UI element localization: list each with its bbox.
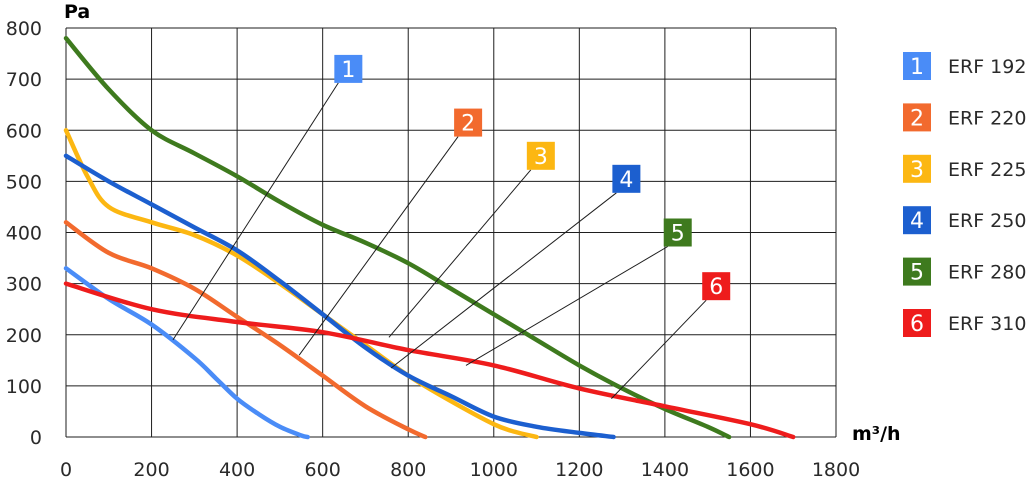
badge-number-3: 3 <box>534 145 548 170</box>
x-tick-label: 1800 <box>812 459 860 481</box>
series-line-6 <box>63 281 796 440</box>
legend-item-1: 1 ERF 192 <box>903 52 1026 80</box>
series-line-4 <box>63 153 616 440</box>
series-line-1 <box>63 266 310 440</box>
legend-number: 2 <box>910 106 924 131</box>
badge-3 <box>526 141 555 170</box>
legend-number: 3 <box>910 158 924 183</box>
legend-number: 6 <box>910 312 924 337</box>
leader-line-1 <box>172 82 339 341</box>
x-tick-label: 200 <box>133 459 169 481</box>
badge-4 <box>612 164 641 193</box>
badge-number-2: 2 <box>461 112 475 137</box>
legend-swatch <box>903 154 931 183</box>
y-tick-label: 700 <box>6 69 42 91</box>
leader-line-4 <box>390 192 617 369</box>
badge-6 <box>702 272 731 301</box>
badge-number-6: 6 <box>709 275 723 300</box>
legend-number: 5 <box>910 261 924 286</box>
legend-label: ERF 220 <box>948 107 1026 129</box>
badge-number-4: 4 <box>619 168 633 193</box>
x-tick-label: 0 <box>60 459 72 481</box>
y-tick-label: 0 <box>30 427 42 449</box>
legend-number: 1 <box>910 55 924 80</box>
y-tick-label: 200 <box>6 325 42 347</box>
leader-line-5 <box>465 246 668 366</box>
chart-curves <box>63 35 796 440</box>
y-axis-label: Pa <box>64 1 90 23</box>
legend-item-2: 2 ERF 220 <box>903 103 1026 132</box>
x-tick-label: 1400 <box>641 459 689 481</box>
legend-swatch <box>903 257 931 286</box>
legend-swatch <box>903 103 931 132</box>
legend-label: ERF 192 <box>948 56 1026 78</box>
x-tick-label: 400 <box>219 459 255 481</box>
badge-number-1: 1 <box>341 58 355 83</box>
leader-line-2 <box>298 136 459 356</box>
curve-leader-lines <box>172 82 707 400</box>
badge-5 <box>663 218 692 247</box>
leader-line-3 <box>388 169 532 338</box>
legend-label: ERF 280 <box>948 262 1026 284</box>
legend-swatch <box>903 52 931 80</box>
series-line-5 <box>63 35 732 440</box>
legend-label: ERF 310 <box>948 313 1026 335</box>
y-tick-label: 300 <box>6 274 42 296</box>
y-axis-ticks: 0 100 200 300 400 500 600 700 800 <box>6 18 42 449</box>
x-axis-label: m³/h <box>852 423 901 445</box>
series-line-2 <box>63 220 428 440</box>
legend-item-5: 5 ERF 280 <box>903 257 1026 286</box>
legend-swatch <box>903 206 931 235</box>
x-tick-label: 600 <box>305 459 341 481</box>
y-tick-label: 400 <box>6 223 42 245</box>
y-tick-label: 600 <box>6 120 42 142</box>
x-tick-label: 800 <box>390 459 426 481</box>
legend-swatch <box>903 309 931 337</box>
y-tick-label: 800 <box>6 18 42 40</box>
legend-item-6: 6 ERF 310 <box>903 309 1026 337</box>
badge-number-5: 5 <box>671 222 685 247</box>
leader-line-6 <box>611 299 707 400</box>
x-axis-ticks: 0 200 400 600 800 1000 1200 1400 1600 1800 <box>60 459 860 481</box>
y-tick-label: 100 <box>6 376 42 398</box>
y-tick-label: 500 <box>6 171 42 193</box>
legend-item-3: 3 ERF 225 <box>903 154 1026 183</box>
badge-1 <box>334 54 363 83</box>
chart-legend: 1 ERF 192 2 ERF 220 3 ERF 225 4 ERF 250 5 ERF 280… <box>903 52 1026 337</box>
legend-label: ERF 250 <box>948 210 1026 232</box>
legend-item-4: 4 ERF 250 <box>903 206 1026 235</box>
legend-number: 4 <box>910 209 924 234</box>
x-tick-label: 1200 <box>555 459 603 481</box>
x-tick-label: 1000 <box>470 459 518 481</box>
legend-label: ERF 225 <box>948 159 1026 181</box>
badge-2 <box>454 108 483 137</box>
x-tick-label: 1600 <box>726 459 774 481</box>
curve-badges: 1 2 3 4 5 6 <box>334 54 731 301</box>
